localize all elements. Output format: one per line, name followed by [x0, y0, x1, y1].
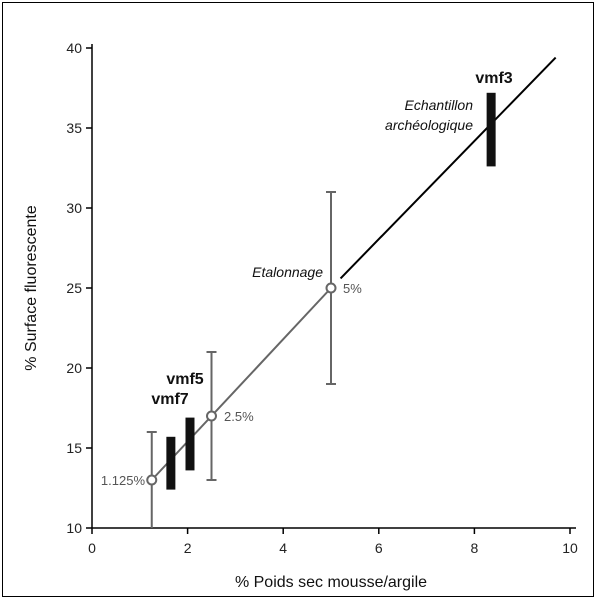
- calibration-point-2: [206, 410, 217, 422]
- sample-label-vmf5: vmf5: [166, 371, 203, 388]
- axes-group: 0 2 4 6 8 10 10 15 20 25 30 35 40: [66, 40, 578, 556]
- y-tick-label-1: 15: [66, 440, 82, 456]
- y-tick-label-5: 35: [66, 120, 82, 136]
- calibration-point-3: [325, 282, 337, 294]
- y-tick-label-2: 20: [66, 360, 82, 376]
- extrapolation-line: [339, 56, 557, 280]
- calibration-annotation: Etalonnage: [252, 264, 323, 280]
- y-tick-label-0: 10: [66, 520, 82, 536]
- x-axis-title: % Poids sec mousse/argile: [235, 574, 427, 591]
- y-axis-title: % Surface fluorescente: [23, 205, 40, 371]
- x-tick-label-2: 4: [279, 540, 287, 556]
- x-tick-label-5: 10: [562, 540, 578, 556]
- sample-annotation-line2: archéologique: [385, 117, 473, 133]
- calibration-point-1: [146, 474, 158, 486]
- point-label-3: 5%: [343, 281, 362, 296]
- x-tick-label-4: 8: [471, 540, 479, 556]
- y-tick-label-6: 40: [66, 40, 82, 56]
- x-tick-label-0: 0: [88, 540, 96, 556]
- x-tick-label-1: 2: [184, 540, 192, 556]
- sample-bar-vmf5: [185, 417, 195, 471]
- y-tick-label-3: 25: [66, 280, 82, 296]
- sample-annotation-line1: Echantillon: [405, 97, 474, 113]
- point-label-2: 2.5%: [224, 409, 254, 424]
- sample-label-vmf7: vmf7: [151, 391, 188, 408]
- x-tick-label-3: 6: [375, 540, 383, 556]
- marks-group: [146, 56, 557, 528]
- calibration-line: [151, 287, 332, 481]
- sample-label-vmf3: vmf3: [475, 70, 512, 87]
- point-label-1: 1.125%: [101, 473, 146, 488]
- sample-bar-vmf3: [486, 92, 496, 167]
- sample-bar-vmf7: [166, 436, 176, 490]
- y-tick-label-4: 30: [66, 200, 82, 216]
